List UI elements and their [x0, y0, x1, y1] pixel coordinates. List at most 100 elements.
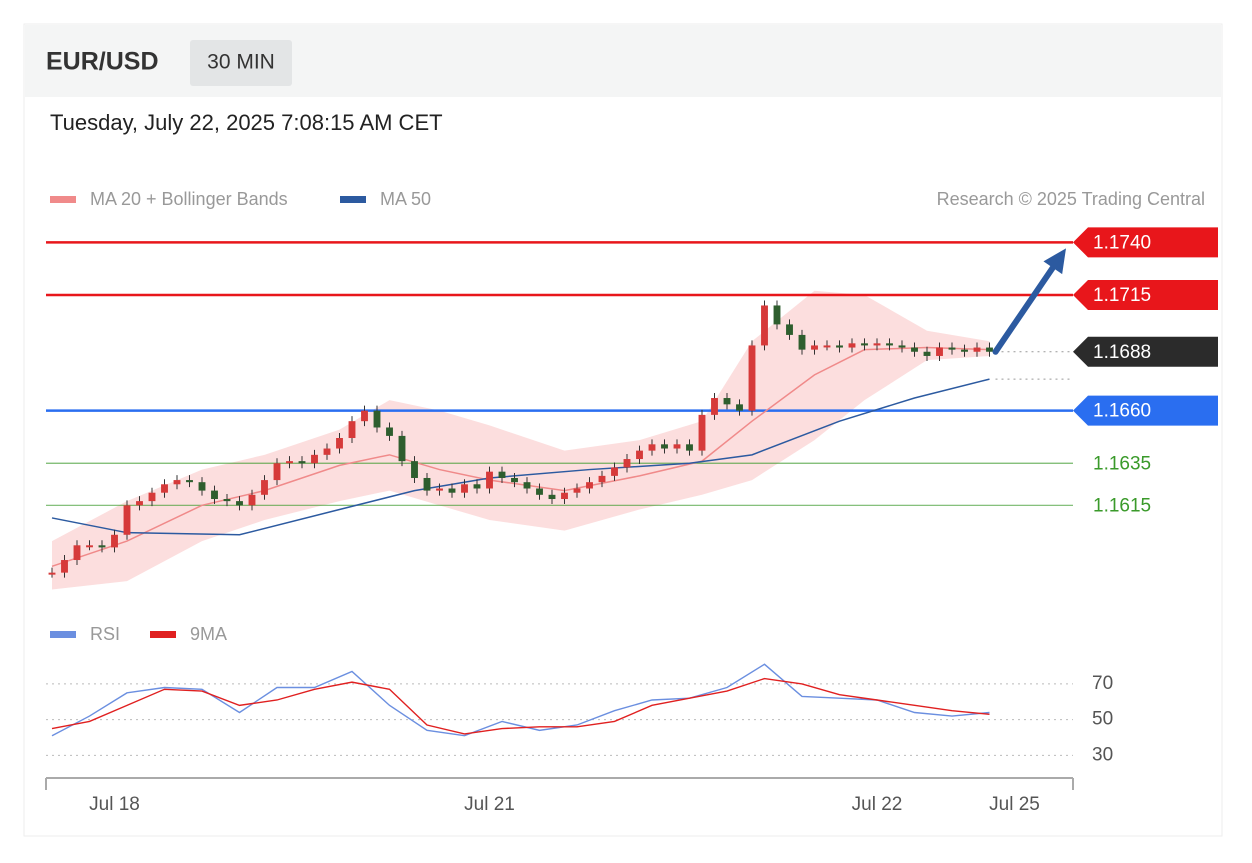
candle — [248, 494, 256, 506]
candle — [723, 398, 731, 405]
timeframe: 30 MIN — [207, 51, 275, 74]
rsi-line — [51, 677, 990, 735]
candle — [336, 438, 343, 449]
candle — [636, 450, 643, 460]
candle — [786, 324, 793, 335]
candle — [536, 488, 543, 495]
candle — [773, 305, 781, 325]
card — [23, 23, 1223, 837]
legend-label: RSI — [90, 624, 120, 644]
candle — [598, 475, 606, 483]
candle — [848, 343, 856, 348]
x-tick-label: Jul 22 — [852, 794, 903, 815]
candle — [436, 488, 443, 491]
candle — [123, 505, 131, 535]
candle — [961, 349, 968, 352]
candle — [73, 545, 81, 561]
legend-swatch — [150, 631, 176, 638]
candle — [698, 414, 706, 451]
candle — [136, 501, 143, 506]
timeframe-pill — [190, 40, 292, 86]
candle — [348, 421, 356, 439]
credit: Research © 2025 Trading Central — [937, 189, 1205, 209]
candle — [948, 347, 956, 350]
legend-label: 9MA — [190, 624, 227, 644]
candle — [986, 347, 993, 352]
candle — [48, 572, 56, 575]
candle — [98, 545, 106, 548]
candle — [298, 461, 306, 464]
level-label: 1.1715 — [1093, 285, 1151, 306]
candle — [311, 454, 318, 464]
candle — [61, 560, 68, 573]
candle — [886, 343, 893, 346]
candle — [836, 345, 843, 348]
candle — [86, 545, 93, 548]
candle — [561, 492, 568, 500]
candle — [861, 343, 868, 346]
candle — [173, 480, 181, 485]
candle — [511, 477, 518, 483]
level-label: 1.1615 — [1093, 495, 1151, 516]
candle — [736, 404, 743, 411]
level-tag — [1073, 227, 1218, 258]
candle — [211, 490, 218, 500]
candle — [461, 484, 468, 493]
candle — [936, 347, 943, 356]
candle — [373, 410, 381, 428]
candle — [498, 471, 506, 478]
rsi-tick-label: 70 — [1092, 673, 1113, 694]
candle — [573, 488, 581, 493]
legend-label: MA 50 — [380, 189, 431, 209]
candle — [261, 480, 268, 495]
candle — [523, 482, 531, 489]
candle — [923, 351, 931, 356]
legend-swatch — [50, 631, 76, 638]
candle — [386, 427, 393, 436]
rsi-tick-label: 30 — [1092, 744, 1113, 765]
candle — [648, 444, 656, 451]
level-label: 1.1740 — [1093, 232, 1151, 253]
legend-label: MA 20 + Bollinger Bands — [90, 189, 288, 209]
candle — [898, 345, 906, 348]
legend-swatch — [50, 196, 76, 203]
candle — [111, 534, 118, 548]
candle — [423, 477, 431, 491]
level-tag — [1073, 395, 1218, 426]
candle — [973, 347, 981, 352]
candle — [623, 459, 631, 468]
level-tag — [1073, 336, 1218, 367]
ma-line — [51, 378, 990, 536]
candle — [448, 488, 456, 493]
candle — [186, 480, 193, 483]
candle — [323, 448, 331, 455]
level-label: 1.1660 — [1093, 401, 1151, 422]
candle — [748, 345, 756, 411]
candle — [673, 444, 681, 449]
candle — [286, 461, 293, 464]
candle — [686, 444, 693, 451]
x-tick-label: Jul 18 — [89, 794, 140, 815]
candle — [611, 467, 618, 476]
candle — [798, 334, 806, 350]
candle — [361, 410, 368, 422]
x-tick-label: Jul 21 — [464, 794, 515, 815]
subtitle: Tuesday, July 22, 2025 7:08:15 AM CET — [50, 110, 443, 135]
level-label: 1.1688 — [1093, 342, 1151, 363]
candle — [236, 501, 243, 506]
candle — [398, 435, 406, 462]
level-tag — [1073, 279, 1218, 310]
forecast-arrowhead — [1043, 248, 1066, 275]
candle — [411, 461, 418, 478]
level-label: 1.1635 — [1093, 453, 1151, 474]
candle — [473, 484, 481, 489]
rsi-tick-label: 50 — [1092, 709, 1113, 730]
candle — [711, 398, 718, 415]
legend-swatch — [340, 196, 366, 203]
candle — [486, 471, 493, 489]
candle — [761, 305, 768, 346]
candle — [661, 444, 668, 449]
candle — [586, 482, 593, 489]
